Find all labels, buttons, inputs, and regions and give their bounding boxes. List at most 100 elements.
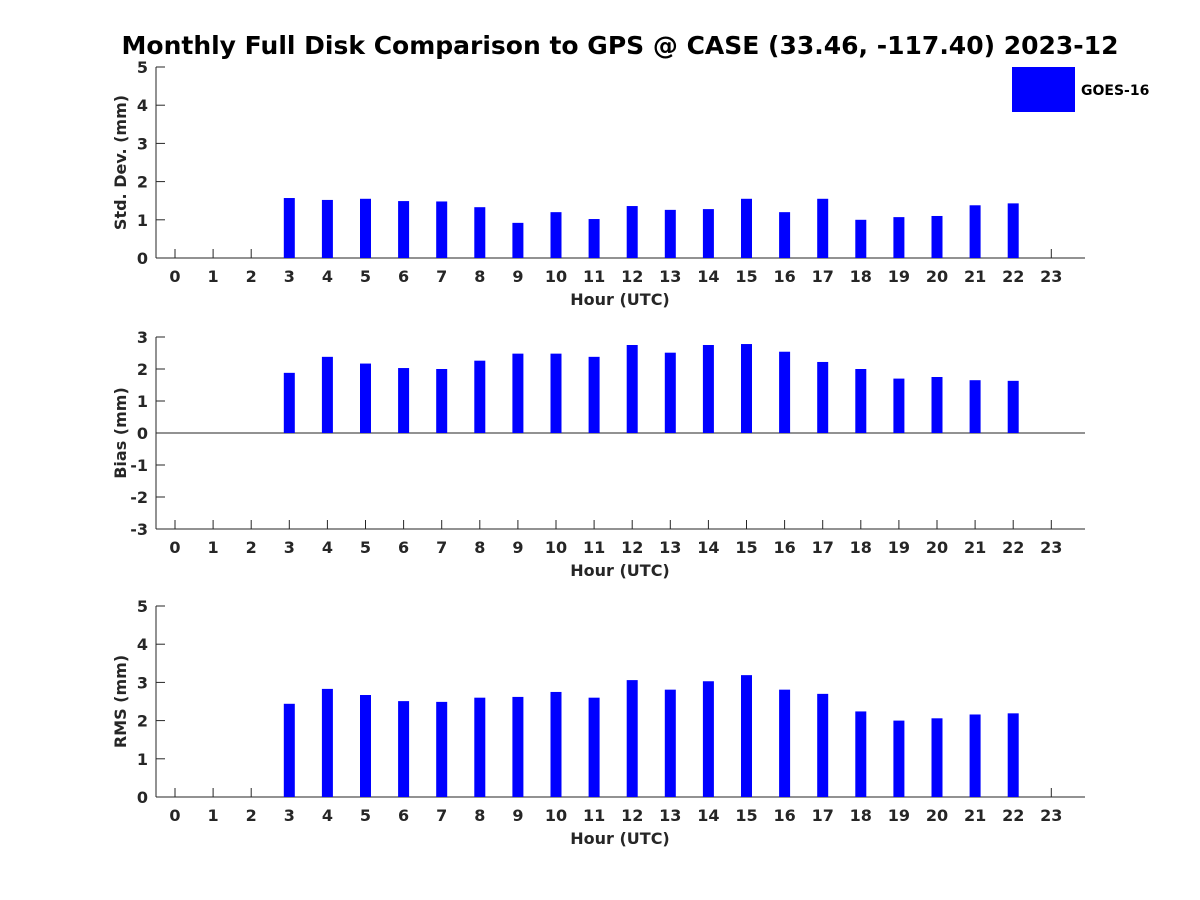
std-dev-bar-hour-3	[283, 198, 295, 258]
bias-x-tick-label: 19	[888, 538, 910, 557]
rms-x-tick-label: 18	[850, 806, 872, 825]
rms-bar-hour-22	[1007, 713, 1019, 797]
bias-x-tick-label: 16	[773, 538, 795, 557]
rms-x-tick-label: 3	[284, 806, 295, 825]
bias-bar-hour-6	[398, 368, 410, 433]
std-dev-y-tick-label: 5	[137, 58, 148, 77]
std-dev-x-tick-label: 18	[850, 267, 872, 286]
bias-bar-hour-8	[474, 360, 486, 433]
rms-x-tick-label: 22	[1002, 806, 1024, 825]
std-dev-x-tick-label: 22	[1002, 267, 1024, 286]
std-dev-x-tick-label: 13	[659, 267, 681, 286]
std-dev-x-tick-label: 11	[583, 267, 605, 286]
rms-x-tick-label: 23	[1040, 806, 1062, 825]
std-dev-bar-hour-5	[360, 198, 371, 258]
bias-x-tick-label: 12	[621, 538, 643, 557]
std-dev-x-tick-label: 19	[888, 267, 910, 286]
bias-y-tick-label: 3	[137, 328, 148, 347]
legend-label: GOES-16	[1081, 83, 1149, 99]
rms-bar-hour-14	[702, 681, 714, 797]
bias-x-tick-label: 13	[659, 538, 681, 557]
std-dev-bar-hour-7	[436, 201, 448, 258]
rms-y-tick-label: 2	[137, 712, 148, 731]
rms-bar-hour-21	[969, 714, 981, 797]
bias-x-tick-label: 11	[583, 538, 605, 557]
std-dev-bar-hour-4	[321, 199, 333, 258]
bias-bar-hour-3	[283, 372, 295, 433]
rms-x-tick-label: 6	[398, 806, 409, 825]
bias-x-tick-label: 22	[1002, 538, 1024, 557]
bias-x-tick-label: 3	[284, 538, 295, 557]
std-dev-x-tick-label: 20	[926, 267, 948, 286]
std-dev-bar-hour-14	[702, 209, 714, 258]
bias-x-tick-label: 2	[246, 538, 257, 557]
rms-y-tick-label: 4	[137, 635, 148, 654]
rms-x-tick-label: 13	[659, 806, 681, 825]
bias-bar-hour-13	[664, 352, 676, 433]
bias-y-axis-label: Bias (mm)	[111, 387, 130, 479]
std-dev-x-tick-label: 23	[1040, 267, 1062, 286]
std-dev-x-tick-label: 16	[773, 267, 795, 286]
bias-y-tick-label: 2	[137, 360, 148, 379]
std-dev-x-tick-label: 5	[360, 267, 371, 286]
bias-bar-hour-15	[741, 344, 752, 433]
std-dev-bar-hour-11	[588, 219, 600, 258]
std-dev-bar-hour-13	[664, 209, 676, 258]
rms-y-tick-label: 1	[137, 750, 148, 769]
rms-bar-hour-18	[855, 711, 867, 797]
std-dev-x-tick-label: 9	[512, 267, 523, 286]
rms-x-tick-label: 14	[697, 806, 719, 825]
bias-y-tick-label: -1	[130, 456, 148, 475]
std-dev-x-tick-label: 7	[436, 267, 447, 286]
rms-x-tick-label: 20	[926, 806, 948, 825]
bias-bar-hour-19	[893, 378, 905, 433]
bias-y-tick-label: -3	[130, 520, 148, 539]
bias-bar-hour-17	[817, 361, 829, 433]
std-dev-x-tick-label: 15	[735, 267, 757, 286]
bias-x-tick-label: 6	[398, 538, 409, 557]
bias-x-tick-label: 15	[735, 538, 757, 557]
bias-bar-hour-16	[779, 351, 791, 433]
rms-x-tick-label: 19	[888, 806, 910, 825]
bias-x-tick-label: 9	[512, 538, 523, 557]
std-dev-x-tick-label: 14	[697, 267, 719, 286]
rms-bar-hour-6	[398, 701, 410, 797]
rms-bar-hour-13	[664, 689, 676, 797]
std-dev-x-tick-label: 6	[398, 267, 409, 286]
std-dev-x-tick-label: 1	[208, 267, 219, 286]
rms-bar-hour-20	[931, 718, 943, 797]
std-dev-bar-hour-17	[817, 198, 829, 258]
bias-x-tick-label: 7	[436, 538, 447, 557]
bias-x-tick-label: 10	[545, 538, 567, 557]
std-dev-bar-hour-19	[893, 217, 905, 258]
bias-bar-hour-4	[321, 356, 333, 433]
legend: GOES-16	[1012, 67, 1149, 112]
rms-bar-hour-3	[283, 703, 295, 797]
bias-x-axis-label: Hour (UTC)	[570, 561, 670, 580]
rms-bar-hour-7	[436, 701, 448, 797]
rms-bar-hour-11	[588, 697, 600, 797]
rms-bar-hour-5	[360, 695, 371, 797]
rms-x-tick-label: 17	[812, 806, 834, 825]
figure-title: Monthly Full Disk Comparison to GPS @ CA…	[122, 31, 1119, 60]
std-dev-y-tick-label: 0	[137, 249, 148, 268]
bias-bar-hour-7	[436, 369, 448, 433]
std-dev-x-tick-label: 0	[169, 267, 180, 286]
std-dev-bar-hour-10	[550, 212, 562, 258]
std-dev-x-tick-label: 8	[474, 267, 485, 286]
bias-y-tick-label: 1	[137, 392, 148, 411]
rms-y-tick-label: 0	[137, 788, 148, 807]
rms-bar-hour-19	[893, 720, 905, 797]
std-dev-bar-hour-18	[855, 219, 867, 258]
rms-x-tick-label: 4	[322, 806, 333, 825]
bias-bar-hour-20	[931, 377, 943, 433]
std-dev-x-tick-label: 12	[621, 267, 643, 286]
rms-y-tick-label: 5	[137, 597, 148, 616]
rms-x-tick-label: 16	[773, 806, 795, 825]
bias-x-tick-label: 0	[169, 538, 180, 557]
bias-bar-hour-22	[1007, 380, 1019, 433]
std-dev-y-tick-label: 1	[137, 211, 148, 230]
